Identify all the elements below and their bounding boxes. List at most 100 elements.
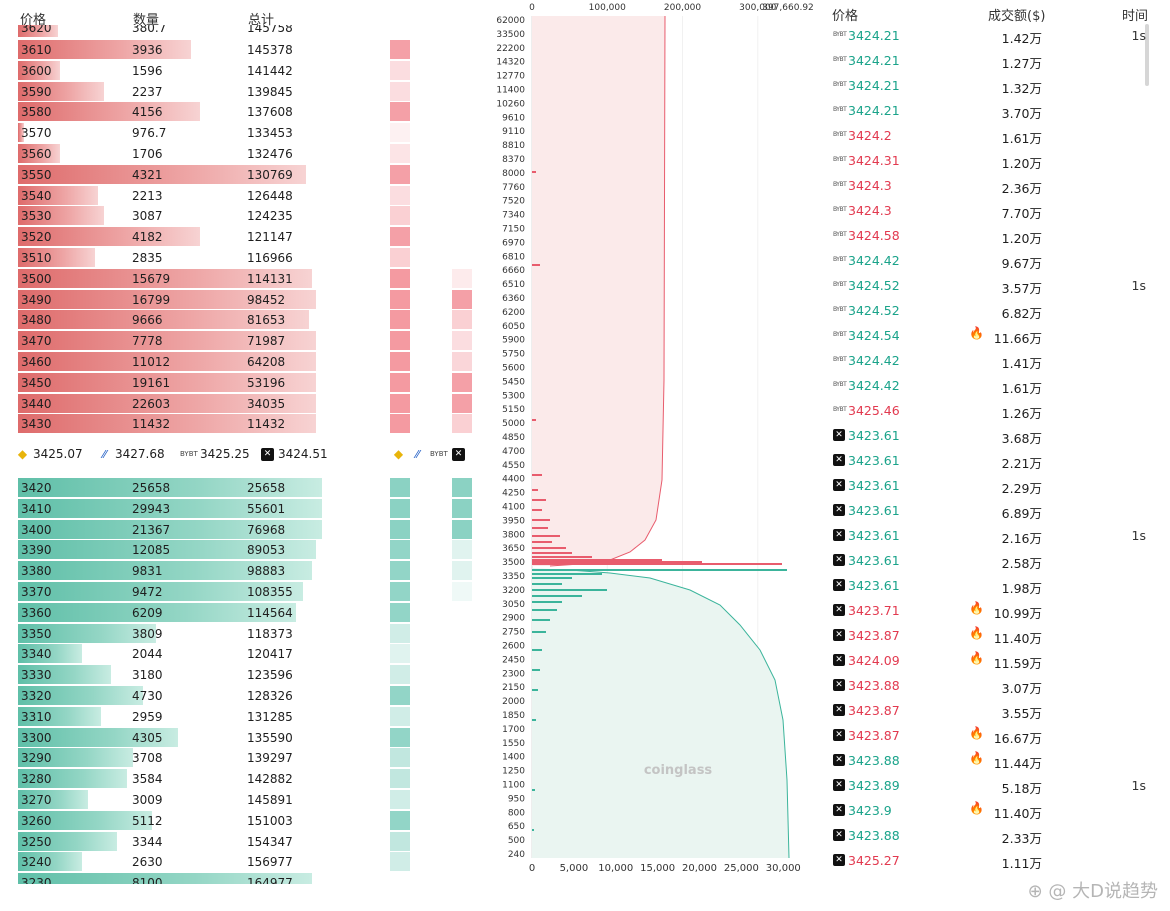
trade-amount: 11.44万: [993, 756, 1042, 771]
trade-row[interactable]: ✕ 3423.61 1.98万: [830, 573, 1160, 598]
ask-row[interactable]: 3430 11432 11432: [18, 413, 478, 434]
binance-icon: ◆: [17, 446, 28, 461]
bid-row[interactable]: 3390 12085 89053: [18, 539, 478, 560]
bid-row[interactable]: 3360 6209 114564: [18, 602, 478, 623]
bid-row[interactable]: 3310 2959 131285: [18, 706, 478, 727]
bid-row[interactable]: 3320 4730 128326: [18, 685, 478, 706]
ask-row[interactable]: 3530 3087 124235: [18, 205, 478, 226]
ask-row[interactable]: 3610 3936 145378: [18, 39, 478, 60]
bid-row[interactable]: 3290 3708 139297: [18, 747, 478, 768]
ask-heat-cell: [390, 331, 410, 351]
bid-qty: 3009: [132, 792, 163, 807]
trade-row[interactable]: BYBT 3424.42 9.67万: [830, 248, 1160, 273]
bid-row[interactable]: 3420 25658 25658: [18, 477, 478, 498]
top-tick-label: 300,000: [739, 3, 776, 13]
trade-row[interactable]: BYBT 3424.21 3.70万: [830, 98, 1160, 123]
ask-row[interactable]: 3480 9666 81653: [18, 309, 478, 330]
bid-row[interactable]: 3380 9831 98883: [18, 560, 478, 581]
bybit-icon[interactable]: BYBT: [430, 450, 448, 458]
bottom-tick-label: 15,000: [640, 863, 675, 874]
ask-row[interactable]: 3540 2213 126448: [18, 185, 478, 206]
bid-row[interactable]: 3240 2630 156977: [18, 851, 478, 872]
bid-row[interactable]: 3340 2044 120417: [18, 643, 478, 664]
ask-depth-bar: [18, 247, 95, 267]
bid-row[interactable]: 3330 3180 123596: [18, 664, 478, 685]
ask-row[interactable]: 3590 2237 139845: [18, 81, 478, 102]
trade-row[interactable]: ✕ 3423.71 🔥 10.99万: [830, 598, 1160, 623]
trade-row[interactable]: ✕ 3423.61 3.68万: [830, 423, 1160, 448]
trade-row[interactable]: BYBT 3424.42 1.61万: [830, 373, 1160, 398]
trade-row[interactable]: ✕ 3423.61 6.89万: [830, 498, 1160, 523]
bid-row[interactable]: 3350 3809 118373: [18, 623, 478, 644]
bid-row[interactable]: 3410 29943 55601: [18, 498, 478, 519]
trade-row[interactable]: ✕ 3423.9 🔥 11.40万: [830, 798, 1160, 823]
ask-row[interactable]: 3520 4182 121147: [18, 226, 478, 247]
ask-row[interactable]: 3560 1706 132476: [18, 143, 478, 164]
trade-row[interactable]: ✕ 3423.88 3.07万: [830, 673, 1160, 698]
bid-price: 3390: [21, 543, 52, 558]
ask-qty: 4156: [132, 105, 163, 120]
trade-row[interactable]: ✕ 3424.09 🔥 11.59万: [830, 648, 1160, 673]
ask-row[interactable]: 3500 15679 114131: [18, 268, 478, 289]
trade-row[interactable]: BYBT 3424.21 1.42万 1s: [830, 23, 1160, 48]
y-tick-label: 1700: [502, 725, 525, 735]
trade-row[interactable]: ✕ 3423.61 2.21万: [830, 448, 1160, 473]
ask-row[interactable]: 3470 7778 71987: [18, 330, 478, 351]
trade-row[interactable]: ✕ 3423.61 2.29万: [830, 473, 1160, 498]
trade-row[interactable]: BYBT 3424.2 1.61万: [830, 123, 1160, 148]
trade-row[interactable]: BYBT 3424.52 6.82万: [830, 298, 1160, 323]
trades-scrollbar[interactable]: [1145, 24, 1149, 86]
bid-depth-bar: [18, 748, 133, 768]
trade-row[interactable]: BYBT 3425.46 1.26万: [830, 398, 1160, 423]
ask-row[interactable]: 3600 1596 141442: [18, 60, 478, 81]
binance-icon[interactable]: ◆: [393, 447, 404, 461]
exchange-price-huobi: ⁄⁄ 3427.68: [98, 447, 165, 461]
ask-row[interactable]: 3450 19161 53196: [18, 372, 478, 393]
trade-row[interactable]: BYBT 3424.3 2.36万: [830, 173, 1160, 198]
ask-price: 3480: [21, 313, 52, 328]
trade-row[interactable]: ✕ 3423.87 3.55万: [830, 698, 1160, 723]
trade-price: 3423.71: [848, 603, 900, 618]
ask-heat-cell: [390, 143, 410, 163]
trade-price: 3424.2: [848, 128, 892, 143]
trade-row[interactable]: ✕ 3423.88 🔥 11.44万: [830, 748, 1160, 773]
bid-row[interactable]: 3280 3584 142882: [18, 768, 478, 789]
trade-row[interactable]: BYBT 3424.54 🔥 11.66万: [830, 323, 1160, 348]
trade-row[interactable]: BYBT 3424.21 1.27万: [830, 48, 1160, 73]
trade-row[interactable]: ✕ 3423.89 5.18万 1s: [830, 773, 1160, 798]
bid-row[interactable]: 3250 3344 154347: [18, 831, 478, 852]
trade-row[interactable]: ✕ 3423.87 🔥 11.40万: [830, 623, 1160, 648]
ask-row[interactable]: 3580 4156 137608: [18, 101, 478, 122]
trade-row[interactable]: ✕ 3423.61 2.16万 1s: [830, 523, 1160, 548]
bid-price: 3350: [21, 626, 52, 641]
okx-icon: ✕: [833, 554, 845, 566]
ask-row[interactable]: 3510 2835 116966: [18, 247, 478, 268]
trade-row[interactable]: ✕ 3423.87 🔥 16.67万: [830, 723, 1160, 748]
huobi-icon[interactable]: ⁄⁄: [415, 448, 420, 461]
ask-price: 3460: [21, 354, 52, 369]
ask-row[interactable]: 3550 4321 130769: [18, 164, 478, 185]
trade-row[interactable]: BYBT 3424.31 1.20万: [830, 148, 1160, 173]
ask-heat-cell: [390, 102, 410, 122]
trade-row[interactable]: ✕ 3423.88 2.33万: [830, 823, 1160, 848]
okx-icon[interactable]: ✕: [452, 448, 465, 461]
trade-row[interactable]: BYBT 3424.58 1.20万: [830, 223, 1160, 248]
ask-row[interactable]: 3570 976.7 133453: [18, 122, 478, 143]
bybit-icon: BYBT: [833, 181, 847, 188]
trade-row[interactable]: BYBT 3424.21 1.32万: [830, 73, 1160, 98]
ask-row[interactable]: 3440 22603 34035: [18, 393, 478, 414]
ask-row[interactable]: 3460 11012 64208: [18, 351, 478, 372]
ask-row[interactable]: 3490 16799 98452: [18, 289, 478, 310]
trade-row[interactable]: ✕ 3423.61 2.58万: [830, 548, 1160, 573]
trade-row[interactable]: ✕ 3425.27 1.11万: [830, 848, 1160, 873]
bybit-icon: BYBT: [833, 331, 847, 338]
trade-row[interactable]: BYBT 3424.3 7.70万: [830, 198, 1160, 223]
bid-row[interactable]: 3400 21367 76968: [18, 519, 478, 540]
trade-row[interactable]: BYBT 3424.52 3.57万 1s: [830, 273, 1160, 298]
trade-row[interactable]: BYBT 3424.42 1.41万: [830, 348, 1160, 373]
bid-row[interactable]: 3370 9472 108355: [18, 581, 478, 602]
bid-row[interactable]: 3300 4305 135590: [18, 727, 478, 748]
bid-row[interactable]: 3270 3009 145891: [18, 789, 478, 810]
bid-row[interactable]: 3260 5112 151003: [18, 810, 478, 831]
ask-depth-bar: [18, 81, 104, 101]
